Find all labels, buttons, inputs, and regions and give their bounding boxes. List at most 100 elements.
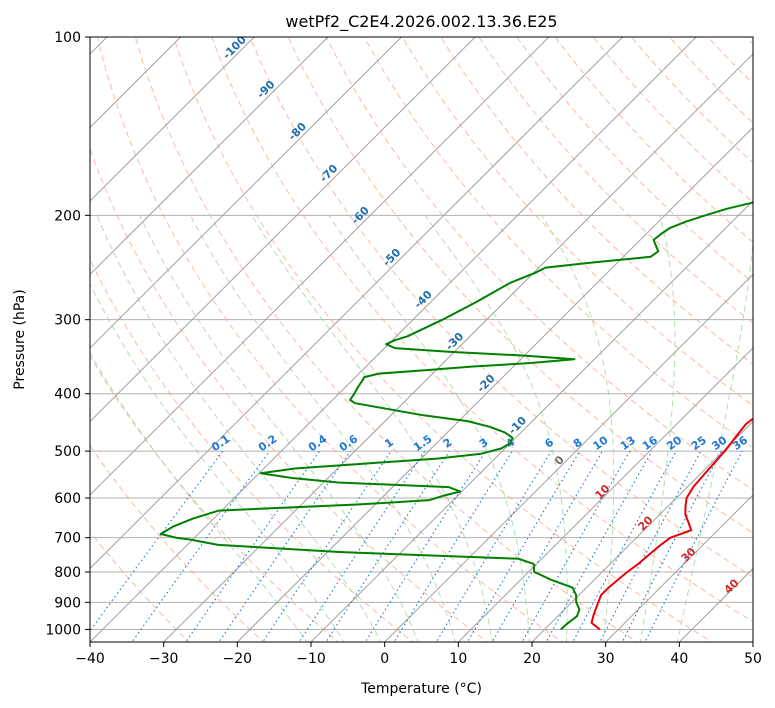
- dry-adiabat-label: -20: [474, 372, 497, 395]
- isotherm-line: [752, 641, 753, 642]
- dry-adiabat-label: -10: [506, 414, 529, 437]
- isotherm-line: [90, 37, 255, 202]
- x-tick-label: 30: [597, 651, 615, 667]
- dry-adiabat-line: [771, 24, 775, 645]
- mixing-ratio-label: 20: [664, 433, 684, 453]
- y-tick-label: 100: [54, 30, 81, 46]
- moist-adiabats: [90, 215, 753, 642]
- dry-adiabats: [90, 24, 775, 645]
- isotherm-line: [604, 494, 753, 642]
- y-tick-label: 900: [54, 595, 81, 611]
- mixing-ratio-line: [521, 450, 631, 642]
- dry-adiabat-line: [745, 37, 753, 45]
- mixing-ratio-label: 1: [382, 436, 396, 451]
- mixing-ratio-label: 36: [730, 433, 750, 453]
- x-axis-title: Temperature (°C): [360, 681, 482, 697]
- isotherm-line: [90, 37, 624, 570]
- mixing-ratio-line: [298, 450, 426, 642]
- mixing-ratio-label: 10: [591, 433, 611, 453]
- isotherm-line: [90, 37, 697, 642]
- x-tick-label: 50: [744, 651, 762, 667]
- isopleth-labels: 0.1 0.2 0.4 0.6 1 1.5 2 3 4 6 8 10 13 16 20 25 30 36-100-…: [209, 37, 750, 597]
- isotherm-line: [90, 37, 182, 129]
- x-tick-label: 0: [380, 651, 389, 667]
- dry-adiabat-line: [440, 37, 753, 365]
- isotherm-line: [90, 37, 550, 496]
- dry-adiabat-label: -70: [317, 162, 340, 185]
- moist-adiabat-line: [90, 282, 345, 642]
- dry-adiabat-label: 10: [593, 482, 613, 502]
- dry-adiabat-label: 30: [679, 545, 699, 565]
- mixing-ratio-line: [90, 450, 224, 632]
- moist-adiabat-line: [96, 215, 382, 642]
- mixing-ratio-label: 6: [542, 436, 556, 451]
- x-tick-label: −40: [75, 651, 105, 667]
- dry-adiabat-line: [90, 258, 414, 642]
- dewpoint-profile-line: [159, 201, 753, 631]
- dry-adiabat-label: -50: [380, 246, 403, 269]
- dry-adiabat-label: -60: [349, 204, 372, 227]
- isotherms: [90, 37, 753, 642]
- temperature-profile-line: [590, 417, 753, 631]
- dry-adiabat-line: [211, 37, 753, 623]
- dry-adiabat-line: [516, 37, 753, 284]
- isotherm-line: [531, 420, 753, 642]
- y-tick-label: 300: [54, 313, 81, 329]
- dry-adiabat-label: -40: [412, 288, 435, 311]
- moist-adiabat-line: [328, 215, 530, 642]
- moist-adiabat-line: [639, 215, 676, 642]
- x-tick-label: 10: [449, 651, 467, 667]
- dry-adiabat-line: [325, 37, 753, 491]
- mixing-ratio-label: 3: [477, 436, 491, 451]
- dry-adiabat-label: 20: [636, 513, 656, 533]
- mixing-ratio-label: 25: [689, 433, 709, 452]
- isotherm-line: [236, 126, 753, 642]
- dry-adiabat-line: [707, 37, 753, 85]
- plot-frame: [89, 36, 754, 643]
- dry-adiabat-line: [630, 37, 753, 164]
- mixing-ratio-label: 2: [441, 436, 455, 451]
- isotherm-line: [162, 53, 753, 642]
- y-tick-label: 500: [54, 444, 81, 460]
- mixing-ratio-label: 13: [618, 434, 638, 453]
- isotherm-line: [90, 37, 329, 276]
- mixing-ratio-line: [491, 450, 603, 642]
- mixing-ratio-line: [325, 450, 451, 642]
- moist-adiabat-line: [424, 215, 568, 642]
- isotherm-line: [383, 273, 753, 642]
- mixing-ratio-line: [262, 450, 392, 642]
- y-axis-ticks: 100 200 300 400 500 600 700 800 900 1000: [45, 30, 90, 638]
- mixing-ratio-label: 16: [640, 433, 660, 453]
- isotherm-line: [90, 37, 403, 349]
- plot-area: 0.1 0.2 0.4 0.6 1 1.5 2 3 4 6 8 10 13 16 20 25 30 36-100-…: [90, 24, 775, 645]
- dry-adiabat-label: 0: [552, 453, 567, 468]
- sounding-series: [159, 201, 753, 631]
- dry-adiabat-line: [287, 37, 753, 534]
- dry-adiabat-line: [592, 37, 753, 203]
- dry-adiabat-line: [668, 37, 753, 124]
- y-tick-label: 400: [54, 387, 81, 403]
- pressure-gridlines: [90, 37, 753, 630]
- dry-adiabat-line: [96, 37, 564, 642]
- x-tick-label: 20: [523, 651, 541, 667]
- dry-adiabat-line: [90, 445, 265, 642]
- mixing-ratio-line: [218, 450, 351, 642]
- dry-adiabat-label: -30: [443, 330, 466, 353]
- moist-adiabat-line: [189, 215, 456, 642]
- moist-adiabat-line: [90, 351, 308, 642]
- mixing-ratio-line: [572, 450, 677, 642]
- dry-adiabat-label: -90: [254, 78, 277, 101]
- mixing-ratio-line: [435, 450, 552, 642]
- dry-adiabat-line: [90, 147, 489, 642]
- isotherm-line: [310, 200, 753, 642]
- x-tick-label: 40: [670, 651, 688, 667]
- mixing-ratio-line: [131, 450, 271, 642]
- mixing-ratio-line: [644, 450, 743, 642]
- x-tick-label: −10: [296, 651, 326, 667]
- moist-adiabat-line: [251, 215, 493, 642]
- mixing-ratio-label: 8: [571, 436, 585, 451]
- y-tick-label: 700: [54, 531, 81, 547]
- y-tick-label: 200: [54, 208, 81, 224]
- dry-adiabat-line: [249, 37, 753, 578]
